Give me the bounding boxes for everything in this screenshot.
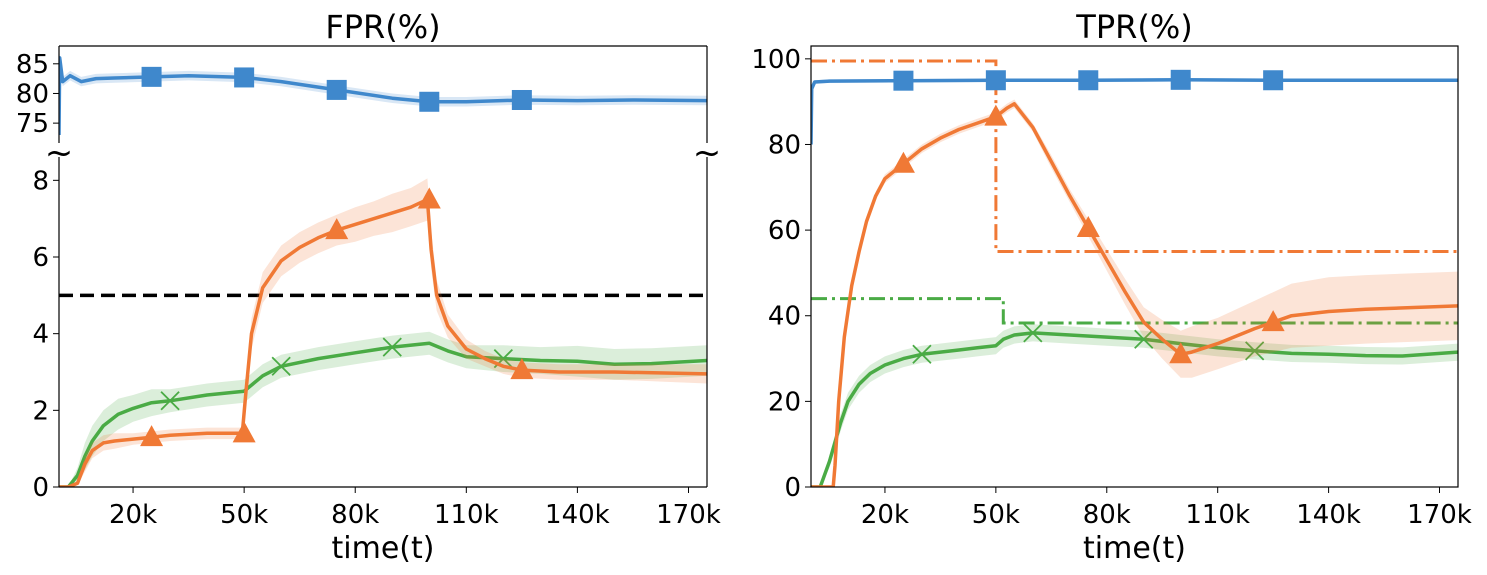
y-tick-label: 6 [32,243,49,273]
tpr-series-0-line [811,78,1458,145]
y-tick-label: 85 [16,50,49,80]
y-tick-label: 40 [768,302,801,332]
tpr-series-1-line [811,102,1458,487]
fpr-series-2-x-marker [160,391,180,411]
fpr-series-0-square-marker [234,67,255,88]
fpr-series-1-line [59,197,707,487]
y-tick-label: 60 [768,216,801,246]
tpr-series-1-triangle-marker [891,151,915,173]
tpr-series-2-x-marker [1134,329,1154,349]
fpr-series-0-square-marker [326,79,347,100]
fpr-chart-title: FPR(%) [325,8,440,46]
axis-break-symbol-right: ~ [693,133,722,173]
fpr-series-1-triangle-marker [232,421,256,443]
x-tick-label: 20k [109,500,157,530]
x-tick-label: 110k [434,500,499,530]
tpr-series-0-square-marker [1263,70,1284,91]
tpr-chart-title: TPR(%) [1075,8,1192,46]
tpr-series-0-square-marker [893,70,914,91]
x-tick-label: 50k [220,500,268,530]
fpr-x-axis-title: time(t) [332,531,435,566]
y-tick-label: 8 [32,166,49,196]
tpr-series-2-line [811,331,1458,487]
fpr-series-2-x-marker [271,356,291,376]
tpr-x-axis-title: time(t) [1083,531,1186,566]
tpr-series-0-square-marker [1170,69,1191,90]
fpr-series-0-square-marker [141,66,162,87]
tpr-series-1-reference-line [811,59,1458,253]
tpr-series-1-triangle-marker [1076,215,1100,237]
tpr-series-1-triangle-marker [1261,310,1285,332]
y-tick-label: 4 [32,320,49,350]
tpr-plot-frame [810,45,1459,488]
y-tick-label: 0 [32,473,49,503]
tpr-series-1-band [811,99,1458,487]
x-tick-label: 170k [1407,500,1472,530]
tpr-series-2-reference-line [811,297,1458,325]
tpr-series-2-x-marker [1245,341,1265,361]
fpr-series-1-triangle-marker [325,218,349,240]
tpr-series-1-triangle-marker [984,104,1008,126]
fpr-series-1-triangle-marker [417,187,441,209]
tpr-panel: TPR(%) 0 20 40 60 80 100 20k 50k 80k 110k 140k 170k t… [751,8,1471,566]
x-tick-label: 140k [1296,500,1361,530]
y-tick-label: 20 [768,387,801,417]
y-tick-label: 100 [751,45,801,75]
tpr-series-0-square-marker [985,70,1006,91]
x-tick-label: 80k [1083,500,1131,530]
fpr-series-2-x-marker [382,337,402,357]
tpr-series-1-triangle-marker [1169,342,1193,364]
x-tick-label: 80k [331,500,379,530]
fpr-series-1-triangle-marker [510,358,534,380]
fpr-series-0-square-marker [511,89,532,110]
axis-break-symbol-left: ~ [45,133,74,173]
x-tick-label: 20k [861,500,909,530]
x-tick-label: 140k [545,500,610,530]
tpr-series-2-x-marker [912,344,932,364]
y-tick-label: 80 [16,79,49,109]
fpr-series-0-band [59,53,707,135]
tpr-series-2-band [811,324,1458,487]
y-tick-label: 0 [784,473,801,503]
x-tick-label: 110k [1185,500,1250,530]
x-tick-label: 50k [972,500,1020,530]
x-tick-label: 170k [656,500,721,530]
fpr-series-1-triangle-marker [140,425,164,447]
y-tick-label: 2 [32,396,49,426]
fpr-series-2-line [59,341,707,487]
y-tick-label: 80 [768,130,801,160]
tpr-series-0-square-marker [1078,70,1099,91]
y-tick-label: 75 [16,109,49,139]
fpr-series-0-square-marker [419,91,440,112]
tpr-series-2-x-marker [1023,323,1043,343]
